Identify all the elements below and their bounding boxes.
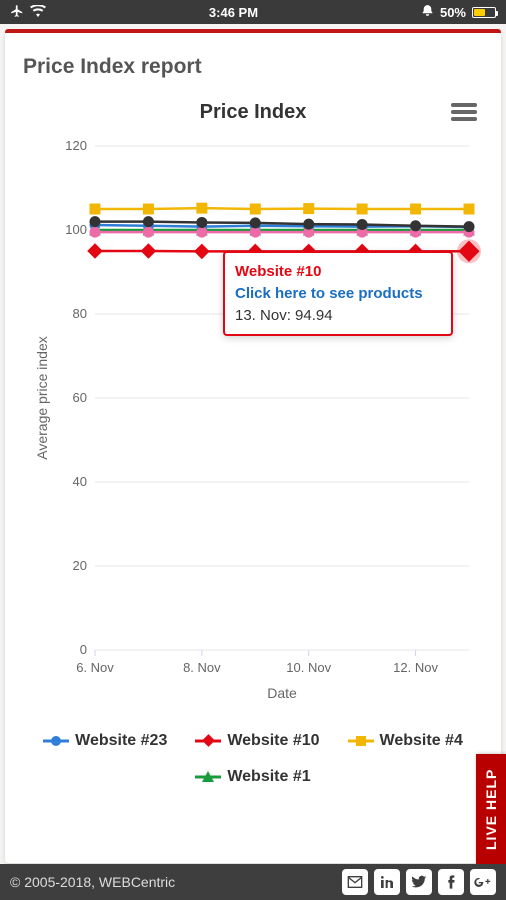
tooltip-series-label: Website #10 [235,261,441,283]
battery-pct: 50% [440,5,466,20]
legend-item-website-1[interactable]: Website #1 [195,768,310,786]
svg-text:120: 120 [65,138,87,153]
svg-text:10. Nov: 10. Nov [286,660,331,675]
svg-text:40: 40 [73,474,87,489]
clock: 3:46 PM [46,5,421,20]
footer-social [342,869,496,895]
googleplus-icon[interactable] [470,869,496,895]
svg-text:20: 20 [73,558,87,573]
tooltip-products-link[interactable]: Click here to see products [235,283,441,305]
page: Price Index report Price Index 0 20 40 60 80… [0,24,506,864]
airplane-mode-icon [10,4,24,21]
chart-tooltip: Website #10 Click here to see products 1… [223,251,453,336]
battery-fill [474,9,485,16]
svg-text:100: 100 [65,222,87,237]
legend-item-website-10[interactable]: Website #10 [195,732,319,750]
tooltip-value: 13. Nov: 94.94 [235,305,441,327]
y-axis-label: Average price index [34,336,50,459]
legend-item-website-4[interactable]: Website #4 [348,732,463,750]
svg-text:60: 60 [73,390,87,405]
svg-text:6. Nov: 6. Nov [76,660,114,675]
x-axis-label: Date [267,685,297,701]
status-bar: 3:46 PM 50% [0,0,506,24]
svg-text:80: 80 [73,306,87,321]
footer: © 2005-2018, WEBCentric [0,864,506,900]
battery-icon [472,7,496,18]
report-title: Price Index report [23,55,483,79]
svg-text:0: 0 [80,642,87,657]
alarm-icon [421,4,434,20]
svg-text:12. Nov: 12. Nov [393,660,438,675]
wifi-icon [30,5,46,20]
chart-title: Price Index [200,101,307,124]
twitter-icon[interactable] [406,869,432,895]
facebook-icon[interactable] [438,869,464,895]
footer-copyright: © 2005-2018, WEBCentric [10,874,175,890]
chart-area: 0 20 40 60 80 100 120 6. Nov 8. Nov 10. Nov 12. No… [23,136,483,716]
linkedin-icon[interactable] [374,869,400,895]
report-card: Price Index report Price Index 0 20 40 60 80… [5,33,501,863]
line-chart[interactable]: 0 20 40 60 80 100 120 6. Nov 8. Nov 10. Nov 12. No… [23,136,483,716]
mail-icon[interactable] [342,869,368,895]
legend-item-website-23[interactable]: Website #23 [43,732,167,750]
svg-text:8. Nov: 8. Nov [183,660,221,675]
chart-menu-button[interactable] [451,101,477,123]
live-help-tab[interactable]: LIVE HELP [476,754,506,864]
chart-legend: Website #23 Website #10 Website #4 Website … [23,732,483,786]
